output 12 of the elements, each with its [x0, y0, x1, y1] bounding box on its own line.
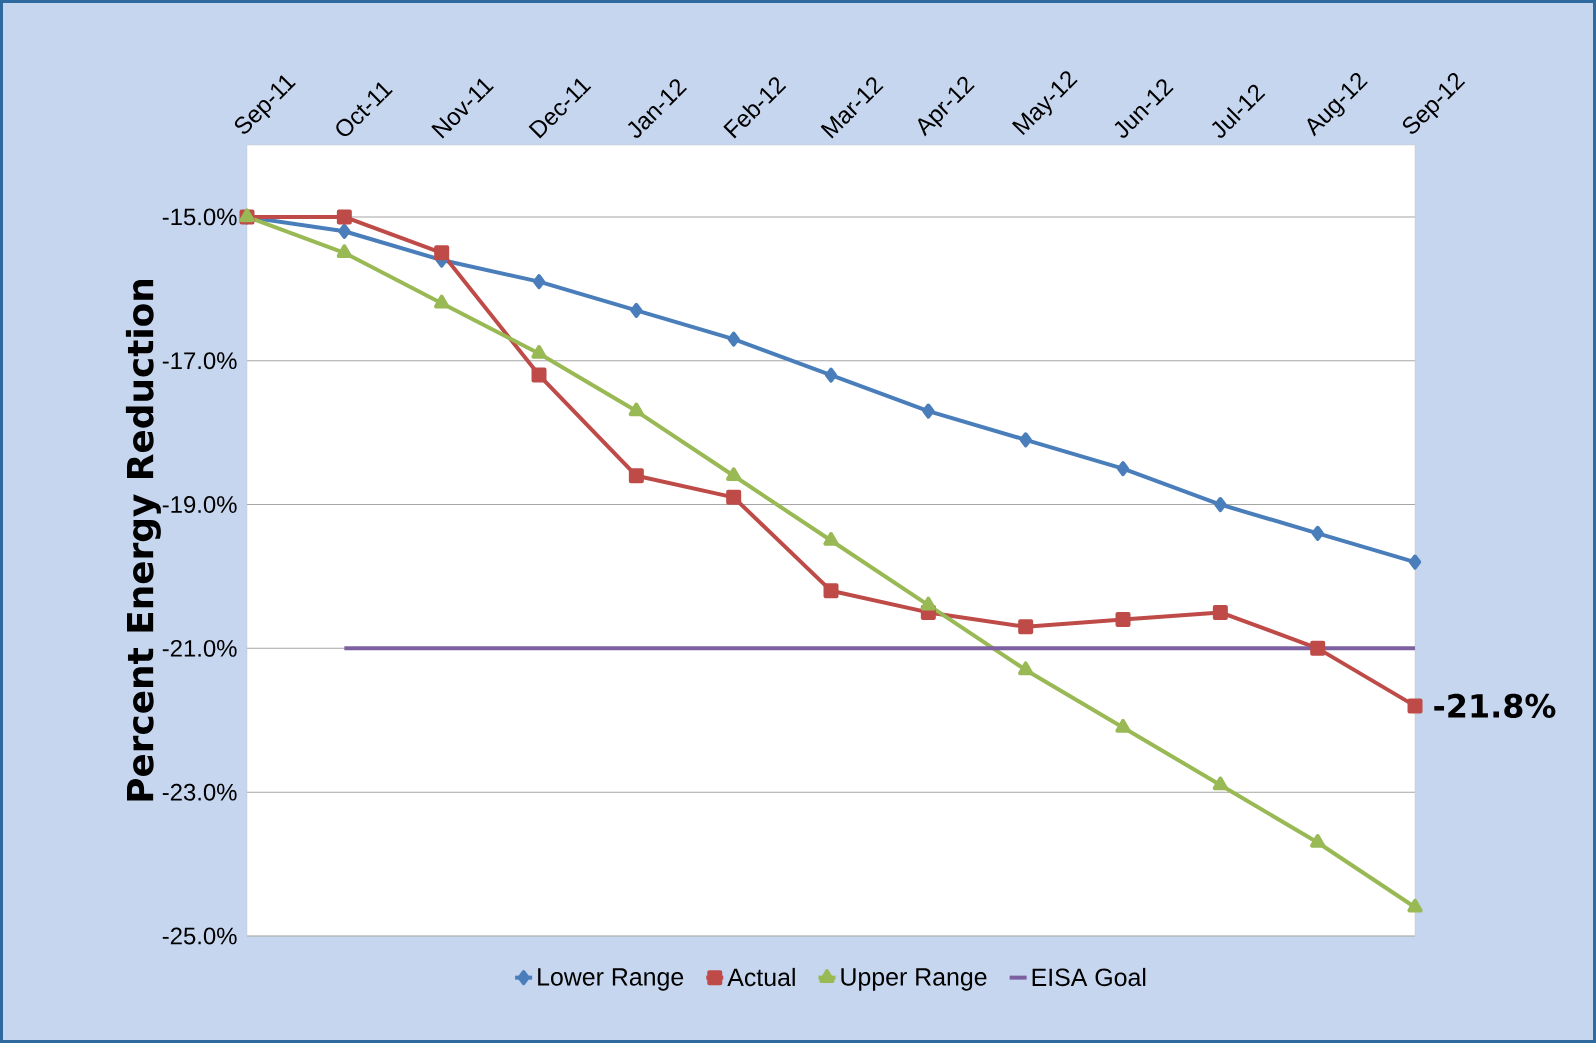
y-axis-title: Percent Energy Reduction — [125, 279, 161, 801]
legend-label: Upper Range — [841, 968, 987, 991]
y-tick-label: -25.0% — [162, 927, 237, 945]
y-tick-label: -19.0% — [162, 496, 237, 513]
legend-label: EISA Goal — [1032, 967, 1146, 987]
legend-label: Actual — [727, 967, 795, 987]
y-tick-label: -21.0% — [162, 639, 237, 657]
y-tick-label: -17.0% — [162, 352, 237, 370]
legend-label: Lower Range — [538, 968, 684, 991]
y-tick-label: -15.0% — [162, 208, 237, 226]
text: -21.8% — [1434, 693, 1556, 718]
y-tick-label: -23.0% — [162, 783, 237, 801]
